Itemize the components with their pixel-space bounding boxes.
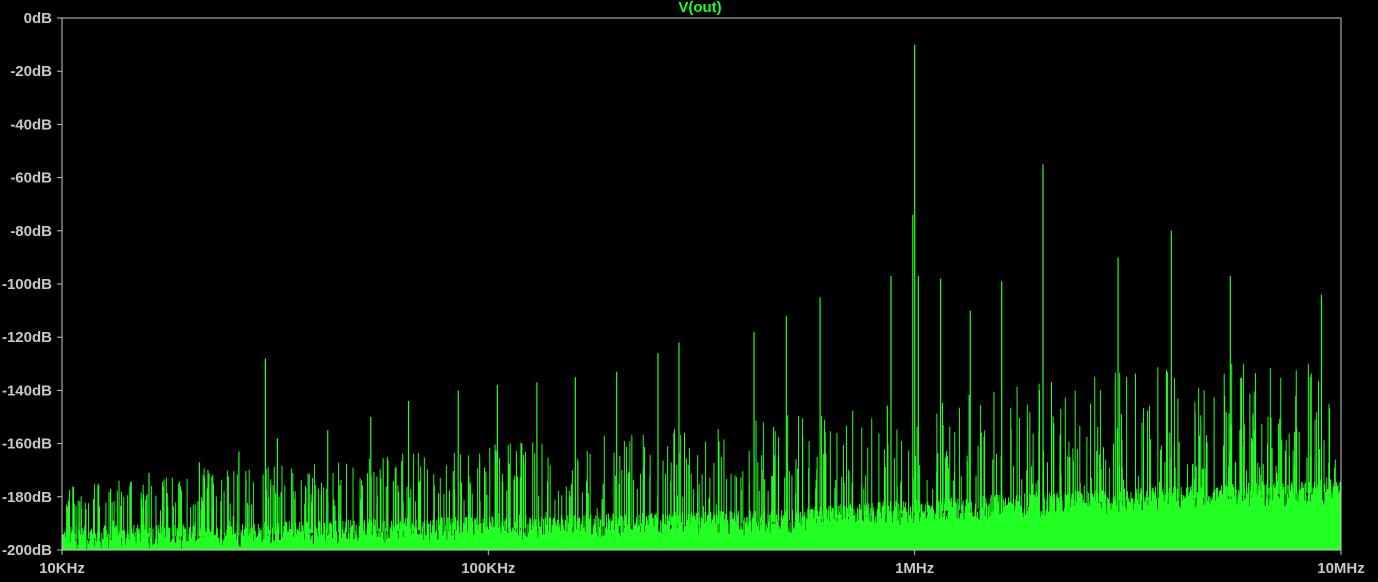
y-tick-label: -160dB <box>2 436 52 453</box>
x-tick-label: 10MHz <box>1317 560 1365 577</box>
x-tick-label: 10KHz <box>39 560 85 577</box>
chart-title: V(out) <box>678 0 721 16</box>
y-tick-label: 0dB <box>24 10 53 27</box>
y-tick-label: -40dB <box>10 116 52 133</box>
y-axis-ticks: 0dB -20dB -40dB -60dB -80dB -100dB -120dB -140d… <box>2 10 62 559</box>
trace-v-out <box>61 44 1342 550</box>
trace-spurs <box>66 363 1336 540</box>
y-tick-label: -120dB <box>2 329 52 346</box>
y-tick-label: -200dB <box>2 542 52 559</box>
x-tick-label: 100KHz <box>461 560 515 577</box>
y-tick-label: -20dB <box>10 63 52 80</box>
plot-frame <box>61 17 1342 551</box>
y-tick-label: -140dB <box>2 382 52 399</box>
y-tick-label: -180dB <box>2 489 52 506</box>
y-tick-label: -80dB <box>10 223 52 240</box>
y-tick-label: -60dB <box>10 170 52 187</box>
y-tick-label: -100dB <box>2 276 52 293</box>
x-tick-label: 1MHz <box>895 560 934 577</box>
x-axis-ticks: 10KHz 100KHz 1MHz 10MHz <box>39 550 1365 577</box>
